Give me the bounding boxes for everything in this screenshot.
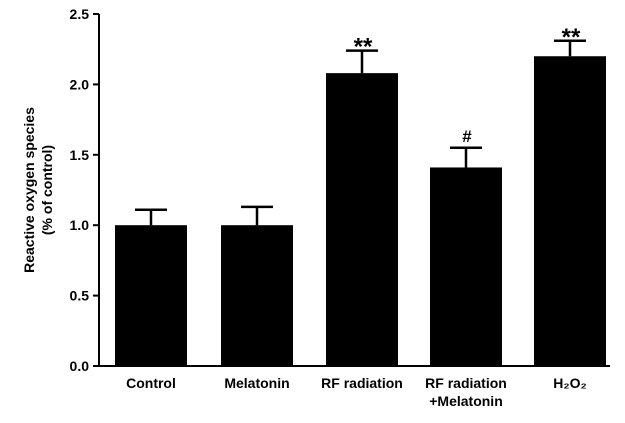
x-tick-label: RF radiation — [321, 375, 403, 391]
bar — [326, 73, 398, 367]
y-tick-label: 2.0 — [70, 76, 90, 92]
y-tick-label: 0.5 — [70, 288, 90, 304]
bar — [430, 167, 502, 366]
y-axis-label: Reactive oxygen species — [21, 107, 37, 273]
y-tick-label: 1.0 — [70, 217, 90, 233]
x-tick-label: H₂O₂ — [553, 375, 586, 391]
x-tick-label: Melatonin — [224, 375, 289, 391]
y-tick-label: 2.5 — [70, 6, 90, 22]
significance-annotation: ** — [562, 24, 581, 51]
significance-annotation: # — [462, 127, 472, 146]
significance-annotation: ** — [354, 34, 373, 61]
bar — [534, 56, 606, 367]
x-tick-label: Control — [126, 375, 176, 391]
y-tick-label: 0.0 — [70, 358, 90, 374]
x-tick-label: RF radiation — [425, 375, 507, 391]
x-tick-label: +Melatonin — [429, 393, 503, 409]
y-axis-label: (% of control) — [39, 145, 55, 235]
bar — [221, 225, 293, 366]
y-tick-label: 1.5 — [70, 147, 90, 163]
bar — [115, 225, 187, 366]
